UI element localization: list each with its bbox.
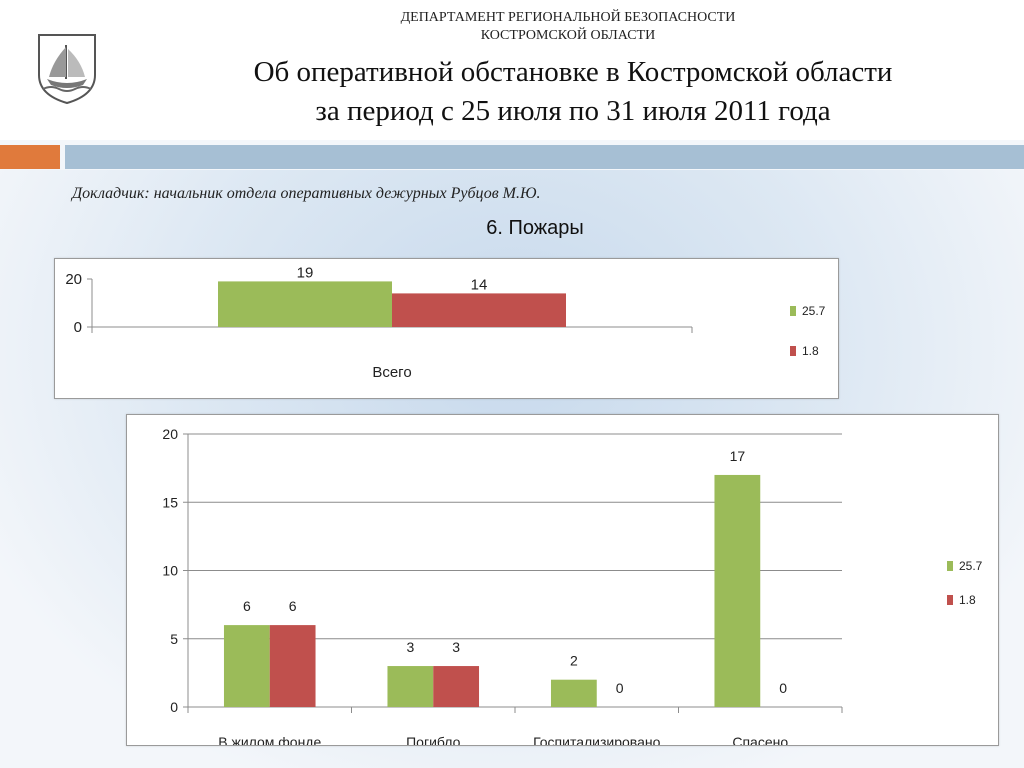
y-tick-label: 0 [74,319,82,336]
category-label: Спасено [732,734,788,745]
y-tick-label: 15 [162,494,178,510]
data-label: 0 [779,680,787,696]
legend-swatch [947,595,953,605]
bar-series-2 [392,293,566,327]
bar-series-1 [714,474,761,707]
department-line-2: КОСТРОМСКОЙ ОБЛАСТИ [480,28,656,43]
bar-series-2 [269,625,316,707]
bar-series-1 [550,679,597,707]
chart-total-fires: 0 20 19 14 Всего 25.7 1.8 [54,258,839,399]
bar-series-1 [387,666,434,707]
coat-of-arms-logo [38,34,96,105]
legend-swatch [947,561,953,571]
category-label: Госпитализировано [533,734,660,745]
accent-band-orange [0,145,60,169]
legend-swatch [790,306,796,316]
reporter-line: Докладчик: начальник отдела оперативных … [72,185,541,202]
slide-title: Об оперативной обстановке в Костромской … [150,53,996,131]
title-line-1: Об оперативной обстановке в Костромской … [253,56,893,88]
bar-series-1 [218,281,392,327]
data-label: 6 [289,598,297,614]
category-label: Погибло [406,734,460,745]
data-label: 3 [452,639,460,655]
legend-label: 1.8 [802,344,819,358]
data-label: 19 [297,264,314,281]
legend-label: 25.7 [959,559,983,573]
data-label: 17 [730,448,746,464]
accent-band-blue [65,145,1024,169]
category-label: В жилом фонде [218,734,321,745]
category-label: Всего [372,364,411,381]
data-label: 2 [570,653,578,669]
legend-swatch [790,346,796,356]
y-tick-label: 0 [170,699,178,715]
y-tick-label: 10 [162,563,178,579]
y-tick-label: 20 [162,426,178,442]
section-title: 6. Пожары [486,217,584,239]
legend-label: 1.8 [959,593,976,607]
chart-fire-details: 0 5 10 15 20 6 6 В жилом фонде 3 3 Погибло 2 0 Госпит… [126,414,999,746]
data-label: 6 [243,598,251,614]
chart-total-fires-svg: 0 20 19 14 Всего 25.7 1.8 [65,264,826,381]
y-tick-label: 20 [65,271,82,288]
data-label: 3 [406,639,414,655]
slide-header: ДЕПАРТАМЕНТ РЕГИОНАЛЬНОЙ БЕЗОПАСНОСТИ КО… [0,0,1024,140]
bar-series-2 [433,666,480,707]
data-label: 0 [616,680,624,696]
bar-series-1 [223,625,270,707]
legend-label: 25.7 [802,304,826,318]
department-line-1: ДЕПАРТАМЕНТ РЕГИОНАЛЬНОЙ БЕЗОПАСНОСТИ [400,10,736,25]
department-name: ДЕПАРТАМЕНТ РЕГИОНАЛЬНОЙ БЕЗОПАСНОСТИ КО… [300,9,836,45]
y-tick-label: 5 [170,631,178,647]
title-line-2: за период с 25 июля по 31 июля 2011 года [315,95,831,127]
data-label: 14 [471,276,488,293]
